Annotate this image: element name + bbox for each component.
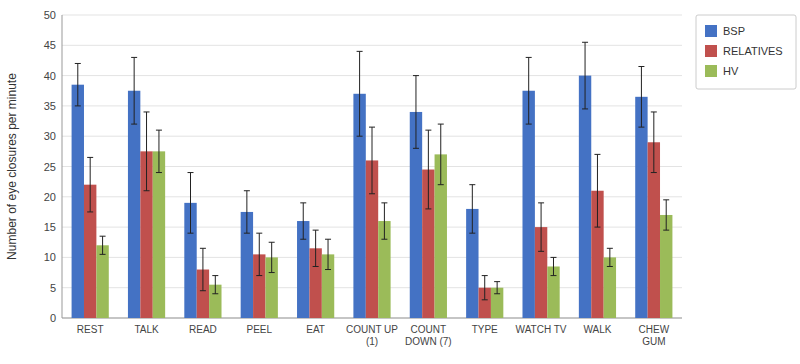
error-bar bbox=[100, 236, 106, 254]
legend-swatch bbox=[705, 65, 717, 77]
y-tick-label: 10 bbox=[44, 251, 56, 263]
error-bar bbox=[87, 157, 93, 212]
error-bar bbox=[538, 203, 544, 251]
error-bar bbox=[200, 248, 206, 290]
y-tick-label: 15 bbox=[44, 221, 56, 233]
y-tick-label: 40 bbox=[44, 70, 56, 82]
y-tick-label: 5 bbox=[50, 282, 56, 294]
y-tick-label: 50 bbox=[44, 9, 56, 21]
error-bar bbox=[357, 51, 363, 136]
x-tick-label: COUNT UP(1) bbox=[346, 324, 398, 347]
y-tick-label: 35 bbox=[44, 100, 56, 112]
legend-label: BSP bbox=[723, 25, 745, 37]
error-bar bbox=[594, 154, 600, 227]
x-tick-label: REST bbox=[77, 324, 104, 335]
x-tick-label: WATCH TV bbox=[516, 324, 567, 335]
error-bar bbox=[494, 282, 500, 294]
error-bar bbox=[244, 191, 250, 233]
error-bar bbox=[438, 124, 444, 185]
x-tick-label: WALK bbox=[583, 324, 611, 335]
x-tick-label-line: TALK bbox=[134, 324, 159, 335]
x-tick-label: EAT bbox=[306, 324, 325, 335]
error-bar bbox=[188, 173, 194, 234]
error-bar bbox=[381, 203, 387, 239]
x-axis: REST TALK READ PEEL EAT COUNT UP(1) COUNTDOWN … bbox=[77, 324, 670, 347]
bars bbox=[72, 42, 673, 318]
x-tick-label-line: WALK bbox=[583, 324, 611, 335]
legend-swatch bbox=[705, 25, 717, 37]
y-tick-label: 45 bbox=[44, 39, 56, 51]
series bbox=[96, 124, 672, 318]
y-axis: 0 5 10 15 20 25 30 35 40 45 50 bbox=[44, 9, 682, 324]
error-bar bbox=[651, 112, 657, 173]
error-bar bbox=[582, 42, 588, 109]
y-tick-label: 20 bbox=[44, 191, 56, 203]
x-tick-label-line: DOWN (7) bbox=[405, 336, 452, 347]
legend-box bbox=[696, 15, 796, 89]
error-bar bbox=[526, 57, 532, 124]
x-tick-label-line: REST bbox=[77, 324, 104, 335]
chart: 0 5 10 15 20 25 30 35 40 45 50 Number of eye closur… bbox=[0, 0, 800, 364]
x-tick-label: READ bbox=[189, 324, 217, 335]
y-tick-label: 30 bbox=[44, 130, 56, 142]
x-tick-label: PEEL bbox=[246, 324, 272, 335]
error-bar bbox=[607, 248, 613, 266]
error-bar bbox=[325, 239, 331, 269]
error-bar bbox=[131, 57, 137, 124]
error-bar bbox=[144, 112, 150, 191]
error-bar bbox=[313, 230, 319, 266]
error-bar bbox=[212, 276, 218, 294]
series bbox=[84, 112, 660, 318]
error-bar bbox=[550, 257, 556, 275]
error-bar bbox=[663, 200, 669, 230]
y-tick-label: 0 bbox=[50, 312, 56, 324]
legend-swatch bbox=[705, 45, 717, 57]
error-bar bbox=[369, 127, 375, 194]
error-bar bbox=[638, 67, 644, 128]
error-bar bbox=[425, 130, 431, 209]
x-tick-label-line: TYPE bbox=[472, 324, 498, 335]
error-bar bbox=[269, 242, 275, 272]
error-bar bbox=[256, 233, 262, 275]
y-axis-label: Number of eye closures per minute bbox=[5, 73, 19, 260]
x-tick-label: CHEWGUM bbox=[639, 324, 670, 347]
error-bar bbox=[300, 203, 306, 239]
x-tick-label-line: PEEL bbox=[246, 324, 272, 335]
x-tick-label-line: (1) bbox=[366, 336, 378, 347]
bar bbox=[96, 245, 108, 318]
x-tick-label: TALK bbox=[134, 324, 159, 335]
series bbox=[72, 42, 648, 318]
bar bbox=[522, 91, 534, 318]
legend-label: HV bbox=[723, 65, 739, 77]
grid-line bbox=[62, 45, 682, 46]
bar bbox=[72, 85, 84, 318]
x-tick-label-line: READ bbox=[189, 324, 217, 335]
grid-line bbox=[62, 15, 682, 16]
bar bbox=[128, 91, 140, 318]
x-tick-label-line: GUM bbox=[642, 336, 665, 347]
legend-label: RELATIVES bbox=[723, 45, 783, 57]
x-tick-label: COUNTDOWN (7) bbox=[405, 324, 452, 347]
x-tick-label-line: COUNT bbox=[411, 324, 447, 335]
x-tick-label-line: WATCH TV bbox=[516, 324, 567, 335]
x-tick-label-line: EAT bbox=[306, 324, 325, 335]
bar bbox=[579, 76, 591, 318]
error-bar bbox=[156, 130, 162, 172]
y-axis-line bbox=[62, 15, 63, 318]
x-tick-label-line: CHEW bbox=[639, 324, 670, 335]
error-bar bbox=[469, 185, 475, 233]
x-tick-label: TYPE bbox=[472, 324, 498, 335]
error-bar bbox=[413, 76, 419, 149]
error-bar bbox=[75, 63, 81, 105]
x-tick-label-line: COUNT UP bbox=[346, 324, 398, 335]
legend: BSP RELATIVES HV bbox=[696, 15, 796, 89]
bar bbox=[635, 97, 647, 318]
error-bar bbox=[482, 276, 488, 300]
bar bbox=[153, 151, 165, 318]
y-tick-label: 25 bbox=[44, 161, 56, 173]
